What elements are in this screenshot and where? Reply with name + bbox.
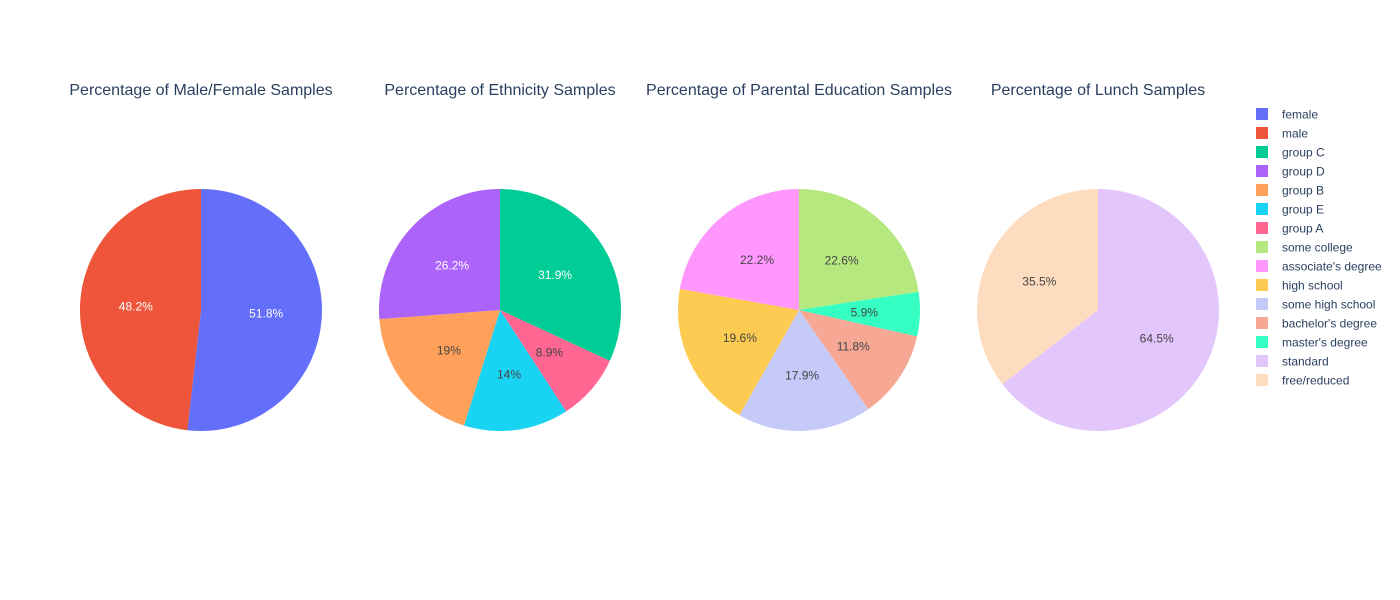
- legend-label: high school: [1282, 279, 1343, 293]
- legend-swatch: [1256, 355, 1268, 367]
- pie-slice-some-high-school[interactable]: [739, 310, 869, 431]
- legend-item-some-college[interactable]: some college: [1256, 241, 1353, 255]
- pie-slice-group-b[interactable]: [379, 310, 500, 426]
- slice-label-female: 51.8%: [249, 307, 283, 321]
- legend-label: group D: [1282, 165, 1325, 179]
- legend-swatch: [1256, 108, 1268, 120]
- pie-slice-high-school[interactable]: [678, 288, 799, 416]
- pie-slice-associate-s-degree[interactable]: [679, 189, 799, 310]
- legend-item-some-high-school[interactable]: some high school: [1256, 298, 1375, 312]
- chart-legend: female male group C group D group B group E gr…: [1256, 108, 1382, 388]
- slice-label-group-a: 8.9%: [536, 346, 564, 360]
- pie-slice-master-s-degree[interactable]: [799, 291, 921, 337]
- legend-label: bachelor's degree: [1282, 317, 1377, 331]
- slice-label-male: 48.2%: [119, 299, 153, 313]
- pie-slice-group-c[interactable]: [500, 189, 622, 361]
- legend-item-group-a[interactable]: group A: [1256, 222, 1323, 236]
- chart-title: Percentage of Male/Female Samples: [69, 82, 332, 99]
- pie-slice-standard[interactable]: [1002, 189, 1220, 431]
- legend-label: standard: [1282, 355, 1329, 369]
- legend-swatch: [1256, 203, 1268, 215]
- legend-swatch: [1256, 298, 1268, 310]
- chart-title: Percentage of Ethnicity Samples: [384, 82, 615, 99]
- pie-slice-female[interactable]: [187, 189, 322, 432]
- legend-swatch: [1256, 279, 1268, 291]
- pie-chart-gender: Percentage of Male/Female Samples 51.8% 4…: [69, 82, 333, 432]
- legend-item-high-school[interactable]: high school: [1256, 279, 1343, 293]
- slice-label-group-c: 31.9%: [538, 268, 572, 282]
- slice-label-master-s-degree: 5.9%: [851, 305, 879, 319]
- legend-item-group-d[interactable]: group D: [1256, 165, 1325, 179]
- legend-item-bachelor-s-degree[interactable]: bachelor's degree: [1256, 317, 1377, 331]
- slice-label-free-reduced: 35.5%: [1022, 274, 1056, 288]
- legend-swatch: [1256, 127, 1268, 139]
- slice-label-group-e: 14%: [497, 368, 521, 382]
- pie-slice-male[interactable]: [79, 189, 201, 431]
- legend-item-group-b[interactable]: group B: [1256, 184, 1324, 198]
- pie-slice-some-college[interactable]: [799, 189, 919, 310]
- legend-label: group A: [1282, 222, 1323, 236]
- legend-label: master's degree: [1282, 336, 1368, 350]
- pie-slice-group-e[interactable]: [464, 310, 567, 431]
- legend-swatch: [1256, 317, 1268, 329]
- pie-slice-group-a[interactable]: [500, 310, 610, 412]
- slice-label-high-school: 19.6%: [723, 331, 757, 345]
- legend-swatch: [1256, 260, 1268, 272]
- legend-item-master-s-degree[interactable]: master's degree: [1256, 336, 1368, 350]
- slice-label-some-college: 22.6%: [825, 253, 859, 267]
- legend-label: group E: [1282, 203, 1324, 217]
- legend-item-free-reduced[interactable]: free/reduced: [1256, 374, 1349, 388]
- legend-label: associate's degree: [1282, 260, 1382, 274]
- slice-label-associate-s-degree: 22.2%: [740, 253, 774, 267]
- legend-swatch: [1256, 222, 1268, 234]
- legend-swatch: [1256, 165, 1268, 177]
- legend-label: group B: [1282, 184, 1324, 198]
- slice-label-group-b: 19%: [437, 344, 461, 358]
- chart-title: Percentage of Parental Education Samples: [646, 82, 952, 99]
- legend-swatch: [1256, 241, 1268, 253]
- legend-label: free/reduced: [1282, 374, 1349, 388]
- pie-chart-ethnicity: Percentage of Ethnicity Samples 31.9% 8.9…: [378, 82, 622, 431]
- pie-slice-group-d[interactable]: [378, 189, 500, 320]
- pie-chart-lunch: Percentage of Lunch Samples 64.5% 35.5%: [977, 82, 1220, 431]
- slice-label-bachelor-s-degree: 11.8%: [837, 339, 870, 353]
- legend-item-standard[interactable]: standard: [1256, 355, 1329, 369]
- legend-item-male[interactable]: male: [1256, 127, 1308, 141]
- legend-label: group C: [1282, 146, 1325, 160]
- pie-slice-free-reduced[interactable]: [977, 189, 1098, 385]
- legend-item-female[interactable]: female: [1256, 108, 1318, 122]
- legend-swatch: [1256, 336, 1268, 348]
- legend-item-group-c[interactable]: group C: [1256, 146, 1325, 160]
- legend-swatch: [1256, 146, 1268, 158]
- legend-swatch: [1256, 374, 1268, 386]
- legend-item-group-e[interactable]: group E: [1256, 203, 1324, 217]
- chart-title: Percentage of Lunch Samples: [991, 82, 1205, 99]
- legend-label: female: [1282, 108, 1318, 122]
- legend-label: male: [1282, 127, 1308, 141]
- pie-slice-bachelor-s-degree[interactable]: [799, 310, 918, 410]
- legend-swatch: [1256, 184, 1268, 196]
- legend-item-associate-s-degree[interactable]: associate's degree: [1256, 260, 1382, 274]
- slice-label-standard: 64.5%: [1140, 332, 1174, 346]
- pie-chart-parental-education: Percentage of Parental Education Samples…: [646, 82, 952, 431]
- legend-label: some high school: [1282, 298, 1375, 312]
- slice-label-some-high-school: 17.9%: [785, 368, 819, 382]
- legend-label: some college: [1282, 241, 1353, 255]
- slice-label-group-d: 26.2%: [435, 259, 469, 273]
